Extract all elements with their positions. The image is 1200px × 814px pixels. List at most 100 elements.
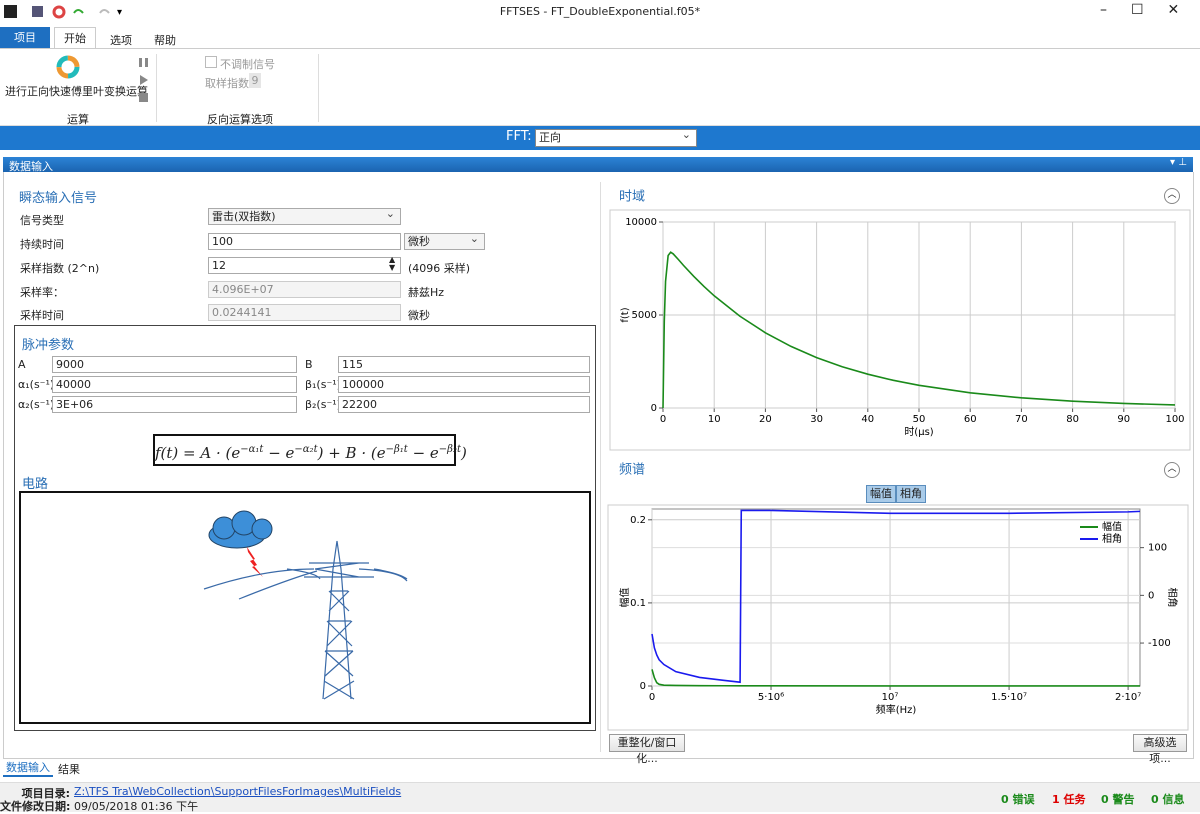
param-label: β₂(s⁻¹)	[305, 398, 341, 411]
rate-input: 4.096E+07	[208, 281, 401, 298]
splitter[interactable]	[600, 182, 601, 752]
param-label: α₂(s⁻¹)	[18, 398, 55, 411]
separator	[318, 54, 319, 122]
bottom-tab[interactable]: 结果	[58, 763, 80, 776]
formula-part: − e	[263, 444, 295, 462]
y-axis-label: 幅值	[618, 588, 631, 608]
x-tick-label: 100	[1165, 414, 1184, 425]
checkbox-label: 不调制信号	[220, 58, 275, 71]
y-tick-label: 0.2	[630, 515, 646, 526]
tab[interactable]: 选项	[110, 34, 132, 47]
circuit-diagram	[19, 491, 591, 724]
status-value: 09/05/2018 01:36 下午	[74, 800, 199, 813]
ribbon	[0, 48, 1200, 126]
field-unit: 微秒	[408, 309, 430, 322]
run-button[interactable]: 进行正向快速傅里叶变换运算	[5, 85, 148, 98]
param-input[interactable]: 9000	[52, 356, 297, 373]
x-axis-label: 频率(Hz)	[876, 703, 917, 716]
formula-exponent: −α₂t	[294, 444, 318, 455]
param-label: α₁(s⁻¹)	[18, 378, 55, 391]
toggle-button[interactable]: 幅值	[866, 485, 896, 503]
field-label: 取样指数	[205, 77, 249, 90]
formula-part: )	[460, 444, 467, 462]
series-line	[651, 669, 1140, 687]
signal-type-select[interactable]: 雷击(双指数)	[208, 207, 401, 225]
tab[interactable]: 项目	[0, 27, 50, 48]
series-line	[651, 509, 1141, 684]
status-warnings[interactable]: 0 警告	[1101, 793, 1135, 806]
section-heading: 脉冲参数	[22, 338, 75, 353]
x-tick-label: 5·10⁶	[758, 692, 784, 703]
x-tick-label: 2·10⁷	[1115, 692, 1141, 703]
y2-axis-label: 相角	[1166, 588, 1179, 608]
param-input[interactable]: 115	[338, 356, 590, 373]
section-heading: 瞬态输入信号	[19, 191, 98, 206]
separator	[156, 54, 157, 122]
group-label: 运算	[67, 113, 89, 126]
field-label: 采样时间	[20, 309, 64, 322]
checkbox[interactable]	[205, 56, 217, 68]
x-tick-label: 50	[913, 414, 926, 425]
panel-header	[3, 157, 1193, 172]
group-label: 反向运算选项	[207, 113, 273, 126]
collapse-button[interactable]: ︿	[1164, 462, 1180, 478]
time-input: 0.0244141	[208, 304, 401, 321]
field-label: 持续时间	[20, 238, 64, 251]
formula-exponent: −α₁t	[240, 444, 264, 455]
formula-exponent: −β₁t	[385, 444, 408, 455]
param-input[interactable]: 40000	[52, 376, 297, 393]
svg-text:▾: ▾	[117, 7, 122, 18]
window-title: FFTSES - FT_DoubleExponential.f05*	[499, 5, 701, 18]
param-input[interactable]: 22200	[338, 396, 590, 413]
y2-tick-label: 0	[1148, 590, 1154, 601]
fft-select[interactable]: 正向	[535, 128, 697, 147]
y-axis-label: f(t)	[620, 307, 631, 322]
y-tick-label: 10000	[625, 217, 657, 228]
renormalize-button[interactable]: 重整化/窗口化...	[609, 734, 685, 765]
panel-title: 数据输入	[9, 160, 53, 173]
formula-part: f(t) = A · (e	[155, 444, 241, 462]
x-tick-label: 60	[964, 414, 977, 425]
tab[interactable]: 开始	[54, 27, 96, 49]
duration-unit-select[interactable]: 微秒	[404, 232, 485, 250]
pulse-box	[14, 325, 596, 731]
x-tick-label: 20	[759, 414, 772, 425]
status-label: 项目目录:	[21, 787, 70, 800]
status-tasks[interactable]: 1 任务	[1052, 793, 1086, 806]
x-tick-label: 0	[649, 692, 655, 703]
field-unit: 赫兹Hz	[408, 286, 445, 299]
collapse-button[interactable]: ︿	[1164, 188, 1180, 204]
spinner[interactable]: ▲ ▼	[389, 255, 396, 272]
exp-input[interactable]: 12	[208, 257, 401, 274]
y-tick-label: 0	[640, 681, 646, 692]
x-tick-label: 90	[1117, 414, 1130, 425]
toggle-button[interactable]: 相角	[896, 485, 926, 503]
formula: f(t) = A · (e−α₁t − e−α₂t) + B · (e−β₁t …	[153, 434, 467, 466]
status-info[interactable]: 0 信息	[1151, 793, 1185, 806]
x-tick-label: 40	[861, 414, 874, 425]
run-icon[interactable]	[56, 55, 80, 79]
playback-controls[interactable]	[137, 57, 151, 103]
chart-title: 频谱	[619, 463, 645, 478]
bottom-tab[interactable]: 数据输入	[3, 759, 53, 777]
formula-part: ) + B · (e	[317, 444, 386, 462]
fft-label: FFT:	[506, 129, 532, 144]
param-input[interactable]: 100000	[338, 376, 590, 393]
quick-access[interactable]: ▾	[4, 4, 124, 20]
x-tick-label: 10	[708, 414, 721, 425]
window-controls[interactable]: –☐✕	[1100, 2, 1200, 18]
panel-pin[interactable]: ▾ ⊥	[1170, 157, 1187, 168]
project-dir-link[interactable]: Z:\TFS Tra\WebCollection\SupportFilesFor…	[74, 785, 402, 798]
duration-input[interactable]: 100	[208, 233, 401, 250]
x-tick-label: 0	[660, 414, 666, 425]
param-input[interactable]: 3E+06	[52, 396, 297, 413]
advanced-button[interactable]: 高级选项...	[1133, 734, 1187, 765]
tab[interactable]: 帮助	[154, 34, 176, 47]
series-line	[662, 251, 1176, 409]
y-tick-label: 0.1	[630, 598, 646, 609]
status-errors[interactable]: 0 错误	[1001, 793, 1035, 806]
x-axis-label: 时(μs)	[904, 426, 933, 438]
field-value[interactable]: 9	[249, 73, 261, 88]
